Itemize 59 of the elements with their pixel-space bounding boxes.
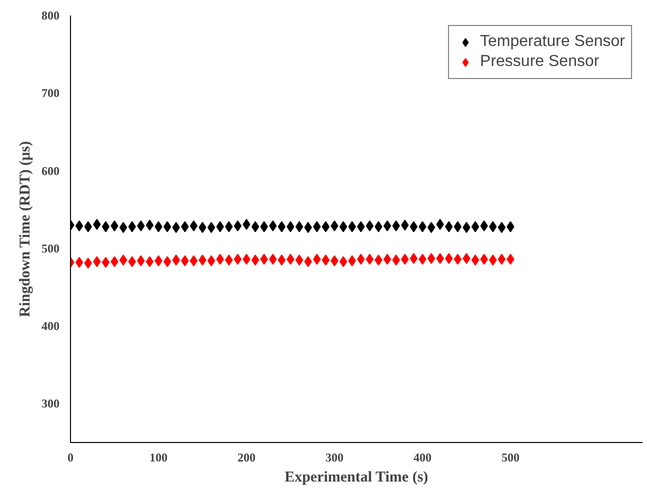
point	[462, 253, 470, 264]
point	[102, 221, 110, 232]
point	[251, 254, 260, 266]
y-tick-label: 500	[42, 241, 60, 256]
point	[322, 254, 330, 266]
point	[471, 254, 480, 266]
point	[278, 221, 286, 232]
point	[339, 221, 348, 232]
point	[234, 254, 242, 265]
point	[454, 254, 462, 265]
point	[366, 220, 374, 232]
point	[251, 221, 260, 232]
x-axis-title: Experimental Time (s)	[284, 470, 428, 486]
point	[207, 222, 216, 233]
x-tick-label: 500	[502, 450, 520, 464]
point	[163, 256, 172, 268]
point	[75, 220, 84, 232]
point	[454, 221, 462, 232]
point	[339, 256, 348, 268]
point	[146, 256, 154, 268]
point	[190, 255, 198, 266]
y-tick-label: 400	[42, 319, 60, 334]
point	[410, 253, 418, 264]
point	[295, 254, 304, 266]
point	[163, 221, 172, 232]
y-tick-label: 300	[42, 396, 60, 411]
point	[366, 254, 374, 265]
y-tick-label: 700	[42, 86, 60, 100]
point	[471, 221, 480, 232]
point	[498, 222, 506, 233]
point	[207, 255, 216, 266]
y-tick-label: 800	[42, 8, 60, 22]
point	[322, 221, 330, 232]
point	[295, 221, 304, 232]
point	[190, 220, 198, 232]
point	[436, 253, 444, 264]
point	[445, 253, 453, 264]
point	[498, 254, 506, 265]
point	[427, 253, 436, 264]
point	[75, 256, 84, 268]
y-tick-label: 600	[42, 164, 60, 178]
point	[383, 220, 392, 232]
legend-label: Temperature Sensor	[480, 33, 625, 51]
x-tick-label: 400	[414, 450, 432, 464]
y-axis-title: Ringdown Time (RDT) (µs)	[18, 141, 34, 318]
x-tick-label: 100	[150, 450, 168, 464]
point	[119, 254, 128, 266]
point	[102, 256, 110, 268]
x-tick-label: 0	[68, 450, 74, 464]
point	[278, 254, 286, 266]
point	[427, 222, 436, 233]
point	[119, 222, 128, 233]
x-tick-label: 300	[326, 450, 344, 464]
legend-label: Pressure Sensor	[480, 53, 600, 71]
point	[383, 254, 392, 265]
point	[146, 220, 154, 231]
point	[234, 220, 242, 232]
point	[410, 221, 418, 232]
x-tick-label: 200	[238, 450, 256, 464]
